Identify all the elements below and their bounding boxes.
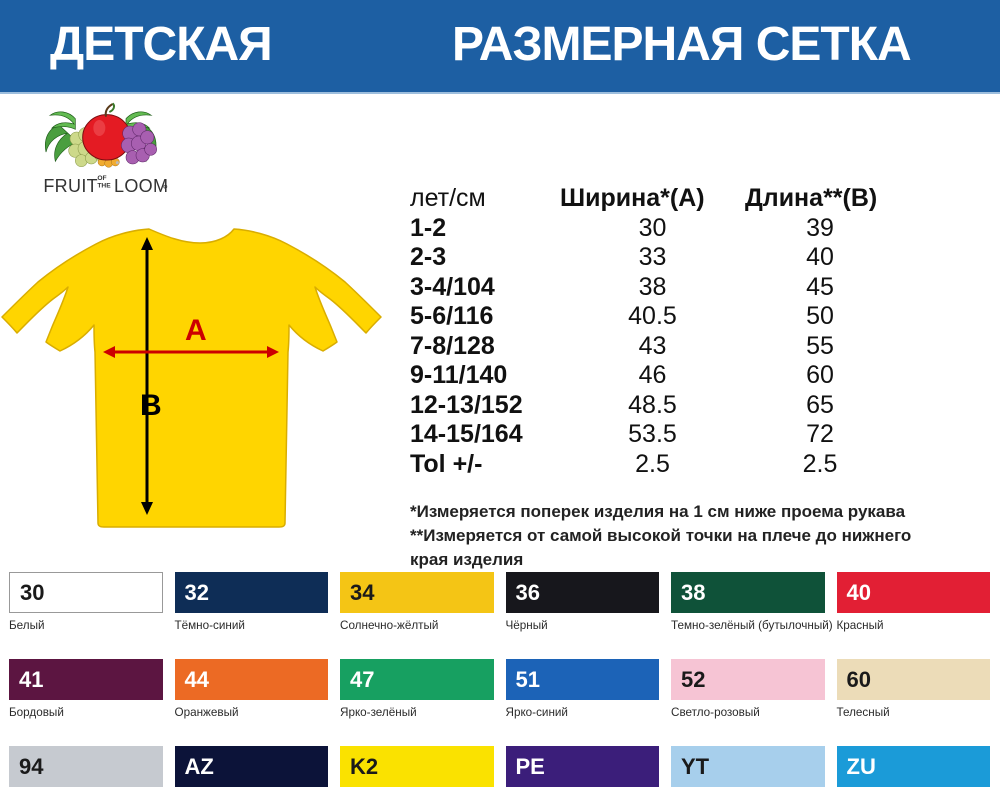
svg-text:FRUIT: FRUIT bbox=[43, 176, 98, 196]
svg-text:THE: THE bbox=[97, 182, 111, 189]
svg-text:®: ® bbox=[163, 185, 165, 189]
svg-text:OF: OF bbox=[97, 175, 106, 182]
svg-text:LOOM: LOOM bbox=[114, 176, 168, 196]
svg-text:A: A bbox=[185, 314, 207, 347]
svg-text:B: B bbox=[140, 389, 162, 422]
